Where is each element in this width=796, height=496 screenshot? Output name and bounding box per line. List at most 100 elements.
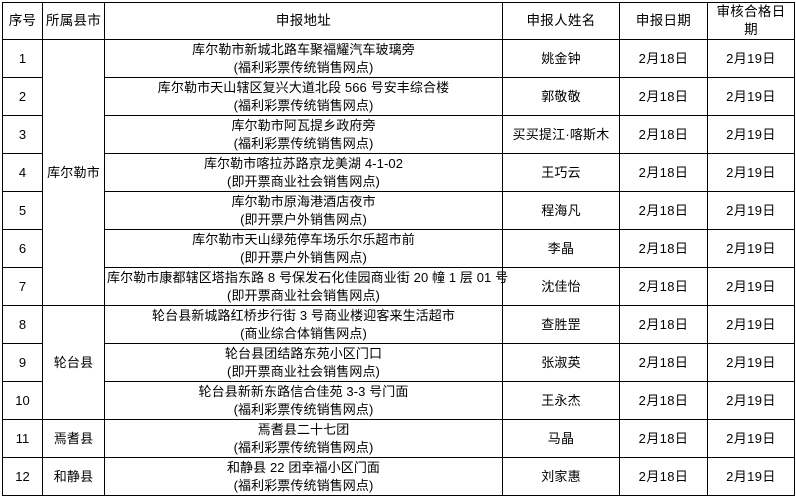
cell-applicant-name: 刘家惠: [502, 457, 620, 496]
cell-approve-date: 2月19日: [707, 77, 795, 117]
address-line-category: (即开票户外销售网点): [240, 211, 367, 227]
cell-approve-date: 2月19日: [707, 381, 795, 421]
cell-index: 11: [2, 419, 43, 459]
cell-apply-date: 2月18日: [619, 267, 708, 307]
address-line-primary: 轮台县团结路东苑小区门口: [224, 346, 383, 362]
cell-approve-date: 2月19日: [707, 153, 795, 193]
cell-address: 库尔勒市天山绿苑停车场乐尔乐超市前 (即开票户外销售网点): [104, 229, 503, 269]
table-row: 3 库尔勒市阿瓦提乡政府旁 (福利彩票传统销售网点) 买买提江·喀斯木 2月18日 2月1…: [2, 115, 795, 155]
cell-apply-date: 2月18日: [619, 419, 708, 459]
cell-applicant-name: 马晶: [502, 419, 620, 459]
cell-approve-date: 2月19日: [707, 267, 795, 307]
address-line-primary: 轮台县新新东路信合佳苑 3-3 号门面: [198, 384, 409, 400]
cell-address: 库尔勒市天山辖区复兴大道北段 566 号安丰综合楼 (福利彩票传统销售网点): [104, 77, 503, 117]
cell-address: 和静县 22 团幸福小区门面 (福利彩票传统销售网点): [104, 457, 503, 496]
table-row: 1 库尔勒市 库尔勒市新城北路车聚福耀汽车玻璃旁 (福利彩票传统销售网点) 姚金钟 2月1…: [2, 39, 795, 307]
cell-index: 6: [2, 229, 43, 269]
header-row: 序号 所属县市 申报地址 申报人姓名 申报日期 审核合格日期: [2, 1, 795, 41]
table-row: 12 和静县 和静县 22 团幸福小区门面 (福利彩票传统销售网点) 刘家惠 2月18日 2…: [2, 457, 795, 496]
cell-approve-date: 2月19日: [707, 115, 795, 155]
cell-apply-date: 2月18日: [619, 191, 708, 231]
address-line-category: (福利彩票传统销售网点): [233, 97, 374, 113]
cell-index: 7: [2, 267, 43, 307]
table-header: 序号 所属县市 申报地址 申报人姓名 申报日期 审核合格日期: [2, 1, 795, 41]
cell-approve-date: 2月19日: [707, 39, 795, 79]
cell-approve-date: 2月19日: [707, 419, 795, 459]
table-body: 1 库尔勒市 库尔勒市新城北路车聚福耀汽车玻璃旁 (福利彩票传统销售网点) 姚金钟 2月1…: [2, 39, 795, 496]
table-row: 7 库尔勒市康都辖区塔指东路 8 号保发石化佳园商业街 20 幢 1 层 01 号…: [2, 267, 795, 307]
address-line-category: (福利彩票传统销售网点): [233, 439, 374, 455]
cell-index: 9: [2, 343, 43, 383]
column-header-county: 所属县市: [42, 1, 105, 41]
cell-index: 4: [2, 153, 43, 193]
table-row: 4 库尔勒市喀拉苏路京龙美湖 4-1-02 (即开票商业社会销售网点) 王巧云 2月18…: [2, 153, 795, 193]
cell-index: 3: [2, 115, 43, 155]
cell-apply-date: 2月18日: [619, 457, 708, 496]
address-line-category: (福利彩票传统销售网点): [233, 401, 374, 417]
column-header-name: 申报人姓名: [502, 1, 620, 41]
column-header-index: 序号: [2, 1, 43, 41]
cell-applicant-name: 姚金钟: [502, 39, 620, 79]
cell-approve-date: 2月19日: [707, 305, 795, 345]
address-line-category: (商业综合体销售网点): [240, 325, 367, 341]
table-row: 9 轮台县团结路东苑小区门口 (即开票商业社会销售网点) 张淑英 2月18日 2月19日: [2, 343, 795, 383]
cell-address: 库尔勒市新城北路车聚福耀汽车玻璃旁 (福利彩票传统销售网点): [104, 39, 503, 79]
cell-address: 轮台县团结路东苑小区门口 (即开票商业社会销售网点): [104, 343, 503, 383]
column-header-approve-date: 审核合格日期: [707, 1, 795, 41]
cell-address: 库尔勒市原海港酒店夜市 (即开票户外销售网点): [104, 191, 503, 231]
cell-applicant-name: 王巧云: [502, 153, 620, 193]
cell-address: 轮台县新城路红桥步行街 3 号商业楼迎客来生活超市 (商业综合体销售网点): [104, 305, 503, 345]
cell-apply-date: 2月18日: [619, 381, 708, 421]
address-line-primary: 和静县 22 团幸福小区门面: [226, 460, 381, 476]
table-row: 2 库尔勒市天山辖区复兴大道北段 566 号安丰综合楼 (福利彩票传统销售网点) 郭敬…: [2, 77, 795, 117]
cell-apply-date: 2月18日: [619, 115, 708, 155]
address-line-category: (即开票商业社会销售网点): [227, 363, 380, 379]
cell-address: 轮台县新新东路信合佳苑 3-3 号门面 (福利彩票传统销售网点): [104, 381, 503, 421]
cell-address: 库尔勒市阿瓦提乡政府旁 (福利彩票传统销售网点): [104, 115, 503, 155]
cell-applicant-name: 王永杰: [502, 381, 620, 421]
cell-county: 轮台县: [42, 305, 105, 421]
cell-applicant-name: 沈佳怡: [502, 267, 620, 307]
cell-county: 库尔勒市: [42, 39, 105, 307]
address-line-category: (即开票商业社会销售网点): [227, 287, 380, 303]
cell-index: 2: [2, 77, 43, 117]
cell-index: 10: [2, 381, 43, 421]
cell-county: 和静县: [42, 457, 105, 496]
cell-apply-date: 2月18日: [619, 39, 708, 79]
address-line-primary: 库尔勒市原海港酒店夜市: [231, 194, 376, 210]
cell-apply-date: 2月18日: [619, 153, 708, 193]
cell-index: 12: [2, 457, 43, 496]
cell-applicant-name: 李晶: [502, 229, 620, 269]
cell-index: 5: [2, 191, 43, 231]
cell-apply-date: 2月18日: [619, 343, 708, 383]
cell-applicant-name: 郭敬敬: [502, 77, 620, 117]
cell-apply-date: 2月18日: [619, 229, 708, 269]
column-header-apply-date: 申报日期: [619, 1, 708, 41]
cell-approve-date: 2月19日: [707, 229, 795, 269]
cell-apply-date: 2月18日: [619, 77, 708, 117]
cell-apply-date: 2月18日: [619, 305, 708, 345]
table-row: 11 焉耆县 焉耆县二十七团 (福利彩票传统销售网点) 马晶 2月18日 2月19日: [2, 419, 795, 459]
address-line-primary: 库尔勒市新城北路车聚福耀汽车玻璃旁: [192, 42, 415, 58]
table-row: 6 库尔勒市天山绿苑停车场乐尔乐超市前 (即开票户外销售网点) 李晶 2月18日 2月19…: [2, 229, 795, 269]
address-line-category: (福利彩票传统销售网点): [233, 135, 374, 151]
address-line-category: (即开票商业社会销售网点): [227, 173, 380, 189]
address-line-primary: 焉耆县二十七团: [257, 422, 350, 438]
table-row: 5 库尔勒市原海港酒店夜市 (即开票户外销售网点) 程海凡 2月18日 2月19日: [2, 191, 795, 231]
address-line-category: (即开票户外销售网点): [240, 249, 367, 265]
column-header-address: 申报地址: [104, 1, 503, 41]
cell-applicant-name: 查胜罡: [502, 305, 620, 345]
cell-address: 库尔勒市康都辖区塔指东路 8 号保发石化佳园商业街 20 幢 1 层 01 号(…: [104, 267, 508, 307]
cell-applicant-name: 程海凡: [502, 191, 620, 231]
cell-county: 焉耆县: [42, 419, 105, 459]
cell-index: 8: [2, 305, 43, 345]
address-line-primary: 库尔勒市天山辖区复兴大道北段 566 号安丰综合楼: [157, 80, 450, 96]
address-line-category: (福利彩票传统销售网点): [233, 59, 374, 75]
cell-approve-date: 2月19日: [707, 457, 795, 496]
cell-applicant-name: 买买提江·喀斯木: [502, 115, 620, 155]
address-line-category: (福利彩票传统销售网点): [233, 477, 374, 493]
cell-approve-date: 2月19日: [707, 191, 795, 231]
address-line-primary: 库尔勒市喀拉苏路京龙美湖 4-1-02: [203, 156, 404, 172]
